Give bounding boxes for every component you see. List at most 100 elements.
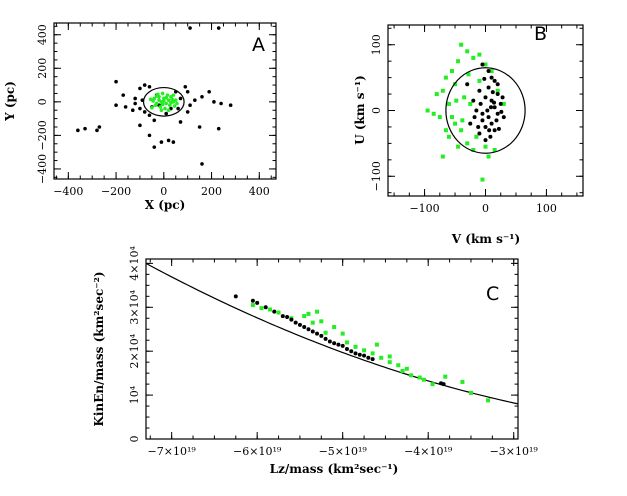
panel-a-black-point [164,111,168,116]
panel-b-black-point [482,76,487,81]
panel-b-black-point [477,131,482,136]
panel-a-black-point [188,103,192,107]
panel-c-green-point [430,382,435,387]
panel-b-black-point [492,100,497,105]
panel-b-black-point [472,115,477,120]
panel-b-green-point [454,98,459,103]
panel-a-black-point [178,120,183,124]
panel-a-black-point [142,110,147,114]
panel-c-green-point [332,325,337,330]
panel-a-black-point [95,128,99,133]
panel-c-ylabel: KinEn/mass (km²sec⁻²) [92,271,106,426]
panel-b-black-point [480,111,485,116]
panel-c-green-point [468,390,473,395]
panel-b-black-point [492,78,497,83]
panel-c-green-point [323,330,328,335]
panel-b-ylabel: U (km s⁻¹) [353,75,367,145]
panel-b-ytick-label: 0 [370,107,383,114]
panel-b-black-point [483,95,488,100]
panel-b-black-point [489,75,494,80]
panel-b-black-point [501,115,506,120]
panel-b-green-point [446,134,451,139]
panel-b-black-point [488,134,493,139]
panel-c-black-point [336,342,341,347]
panel-c-ytick-label: 0 [128,436,141,443]
panel-b-green-point [495,88,500,93]
panel-b-green-point [489,69,494,74]
panel-b-green-point [440,154,445,159]
panel-b-black-point [492,105,497,110]
panel-a-label: A [252,34,265,56]
panel-b-green-point [434,92,439,97]
panel-a-green-point [170,97,174,102]
panel-c-black-point [323,336,328,341]
panel-b-circle [445,67,526,154]
panel-c-black-point [370,357,375,362]
panel-b-green-point [446,101,451,106]
panel-c-black-point [272,309,277,314]
panel-c-xtick-label: −5×10¹⁹ [319,445,368,458]
panel-c-green-point [259,306,264,311]
panel-b-green-point [425,108,430,113]
panel-c-xtick-label: −4×10¹⁹ [404,445,453,458]
panel-a-ylabel: Y (pc) [3,81,17,122]
panel-b-green-point [468,101,473,106]
panel-b-black-point [500,95,505,100]
panel-b-xtick-label: −100 [409,202,439,215]
panel-b-green-point [477,78,482,83]
panel-c-black-point [306,327,311,332]
panel-b-black-point [487,128,492,133]
panel-c-green-point [362,348,367,353]
panel-c-green-point [421,377,426,382]
panel-c-black-point [302,325,307,330]
panel-a-frame [53,22,277,180]
panel-a-green-point [162,99,166,103]
panel-a-green-point [159,108,164,113]
panel-b-black-point [495,92,500,97]
panel-b: −100 0 100 −100 0 100 V (km s⁻¹) U (km s⁻¹) B [353,23,584,246]
panel-a-black-point [166,138,171,143]
panel-a-green-point [150,105,154,110]
panel-b-black-point [477,88,482,93]
panel-a-black-point [114,79,118,84]
panel-c-black-point [310,329,315,334]
panel-b-black-point [496,126,501,131]
panel-c-black-point [340,343,345,348]
panel-b-black-point [468,121,473,126]
panel-a-ytick-label: −400 [36,154,49,184]
panel-c-green-point [443,374,448,379]
panel-a-black-point [130,108,135,113]
panel-a-xtick-label: 0 [160,185,167,198]
panel-b-black-point [495,82,500,87]
panel-a-black-point [193,98,197,102]
panel-b-black-point [499,109,504,114]
panel-a-black-point [207,89,211,94]
panel-c-black-point [315,331,320,336]
panel-a-ytick-label: 0 [36,98,49,105]
panel-c-xtick-label: −3×10¹⁹ [490,445,539,458]
panel-a-black-point [83,126,87,131]
panel-a-black-point [147,133,152,138]
panel-c-frame [145,258,519,440]
panel-b-green-point [477,52,482,57]
panel-c-green-point [486,398,491,403]
panel-a-green-point [164,95,168,100]
panel-b-xtick-label: 0 [482,202,489,215]
panel-a-green-point [169,100,173,105]
panel-c-black-point [357,352,362,357]
panel-b-black-point [476,124,481,129]
panel-a-green-point [173,98,178,102]
panel-a-green-point [157,98,161,102]
panel-a-green-point [164,101,168,106]
panel-a-black-point [185,89,190,94]
panel-c-black-point [366,355,371,360]
panel-a-black-point [138,106,142,111]
panel-b-green-point [501,101,506,106]
panel-b-black-point [495,111,500,116]
panel-c-black-point [327,339,332,344]
panel-a-xlabel: X (pc) [145,198,186,212]
panel-c-green-point [340,331,345,336]
panel-b-green-point [471,55,476,60]
panel-b-xtick-label: 100 [536,202,557,215]
